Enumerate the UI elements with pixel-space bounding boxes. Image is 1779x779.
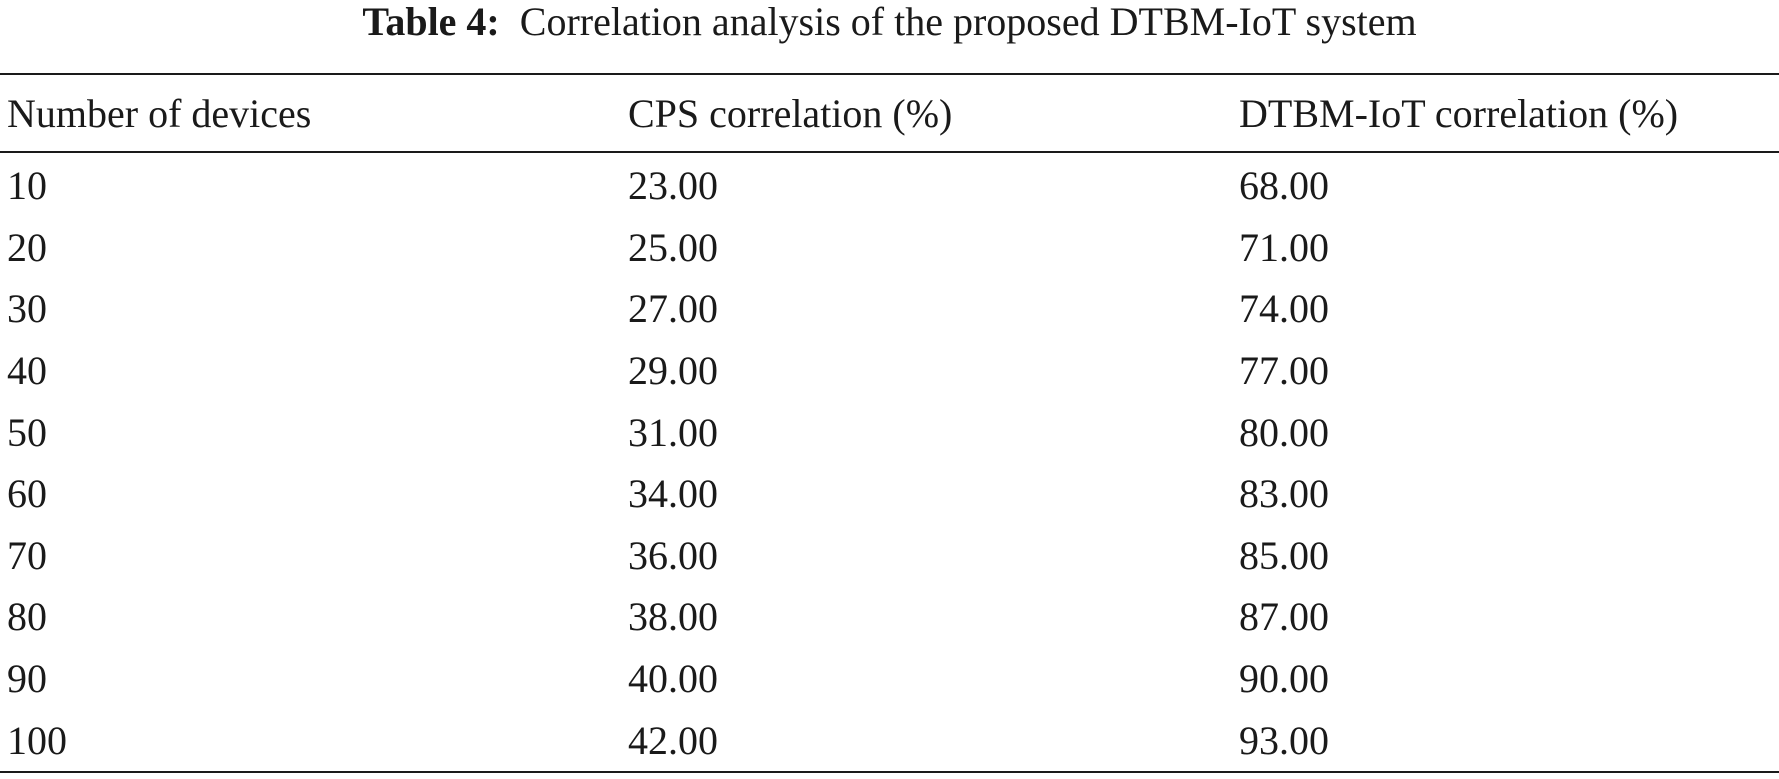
header-number-of-devices: Number of devices <box>7 90 312 136</box>
cell-devices: 70 <box>7 532 47 578</box>
cell-cps: 25.00 <box>628 224 718 270</box>
table-caption-text: Correlation analysis of the proposed DTB… <box>519 0 1417 44</box>
table-row: 40 29.00 77.00 <box>0 340 1779 402</box>
cell-dtbm: 68.00 <box>1239 163 1329 209</box>
cell-devices: 40 <box>7 348 47 394</box>
cell-dtbm: 71.00 <box>1239 224 1329 270</box>
cell-devices: 50 <box>7 409 47 455</box>
cell-cps: 27.00 <box>628 286 718 332</box>
correlation-table: Number of devices CPS correlation (%) DT… <box>0 73 1779 773</box>
cell-devices: 90 <box>7 656 47 702</box>
table-row: 100 42.00 93.00 <box>0 709 1779 772</box>
cell-cps: 40.00 <box>628 656 718 702</box>
cell-cps: 31.00 <box>628 409 718 455</box>
cell-dtbm: 90.00 <box>1239 656 1329 702</box>
cell-devices: 100 <box>7 717 67 763</box>
cell-devices: 20 <box>7 224 47 270</box>
cell-dtbm: 87.00 <box>1239 594 1329 640</box>
table-row: 60 34.00 83.00 <box>0 463 1779 525</box>
table-row: 80 38.00 87.00 <box>0 586 1779 648</box>
cell-dtbm: 74.00 <box>1239 286 1329 332</box>
table-row: 10 23.00 68.00 <box>0 152 1779 217</box>
cell-cps: 38.00 <box>628 594 718 640</box>
table-row: 20 25.00 71.00 <box>0 217 1779 279</box>
cell-dtbm: 93.00 <box>1239 717 1329 763</box>
cell-dtbm: 85.00 <box>1239 532 1329 578</box>
cell-dtbm: 83.00 <box>1239 471 1329 517</box>
table-row: 50 31.00 80.00 <box>0 401 1779 463</box>
table-row: 90 40.00 90.00 <box>0 648 1779 710</box>
table-caption: Table 4: Correlation analysis of the pro… <box>0 0 1779 62</box>
cell-dtbm: 80.00 <box>1239 409 1329 455</box>
header-cps-correlation: CPS correlation (%) <box>628 90 953 136</box>
cell-devices: 30 <box>7 286 47 332</box>
table-header-row: Number of devices CPS correlation (%) DT… <box>0 74 1779 152</box>
table-row: 70 36.00 85.00 <box>0 525 1779 587</box>
table-container: Number of devices CPS correlation (%) DT… <box>0 73 1779 773</box>
table-row: 30 27.00 74.00 <box>0 278 1779 340</box>
cell-cps: 29.00 <box>628 348 718 394</box>
cell-cps: 42.00 <box>628 717 718 763</box>
cell-devices: 60 <box>7 471 47 517</box>
table-caption-label: Table 4: <box>362 0 500 44</box>
cell-dtbm: 77.00 <box>1239 348 1329 394</box>
cell-cps: 34.00 <box>628 471 718 517</box>
header-dtbm-iot-correlation: DTBM-IoT correlation (%) <box>1239 90 1679 136</box>
cell-devices: 10 <box>7 163 47 209</box>
cell-devices: 80 <box>7 594 47 640</box>
cell-cps: 36.00 <box>628 532 718 578</box>
cell-cps: 23.00 <box>628 163 718 209</box>
